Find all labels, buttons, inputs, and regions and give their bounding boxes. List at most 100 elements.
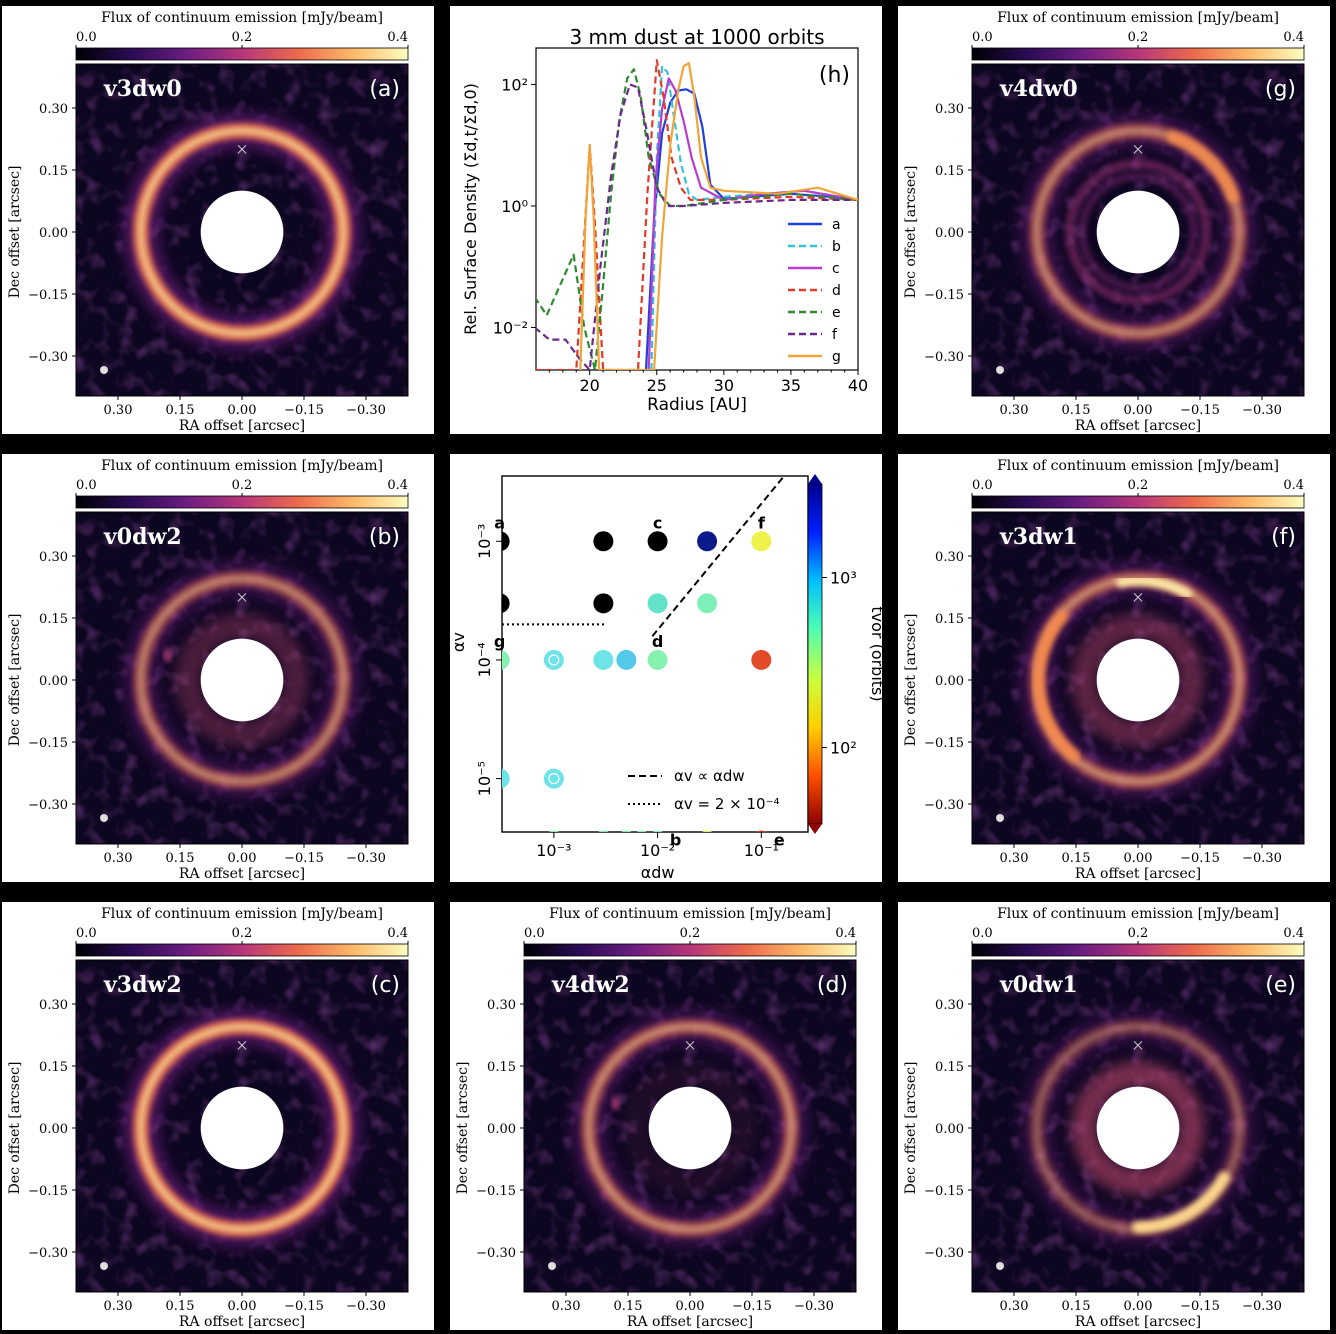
panel-tag: (h) bbox=[819, 63, 850, 88]
y-tick-label: 0.00 bbox=[39, 1122, 68, 1137]
x-axis-label: RA offset [arcsec] bbox=[179, 418, 305, 434]
central-mask bbox=[1096, 1086, 1180, 1170]
outer-ring-core bbox=[137, 575, 347, 785]
y-tick-label: 0.15 bbox=[935, 164, 964, 179]
planet-marker bbox=[237, 592, 247, 602]
y-tick-label: 10⁻³ bbox=[475, 524, 494, 559]
x-axis-label: RA offset [arcsec] bbox=[1075, 866, 1201, 882]
colorbar bbox=[971, 495, 1305, 509]
x-tick-label: −0.30 bbox=[1242, 851, 1282, 866]
beam-size bbox=[996, 814, 1004, 822]
colorbar-tick-label: 0.0 bbox=[76, 926, 97, 941]
data-point bbox=[751, 649, 772, 670]
point-label: g bbox=[494, 632, 505, 651]
inner-ring bbox=[1064, 158, 1212, 306]
y-axis-label: Dec offset [arcsec] bbox=[7, 166, 23, 299]
marker-layer bbox=[502, 476, 785, 832]
central-mask bbox=[200, 638, 284, 722]
x-tick-label: −0.15 bbox=[1180, 851, 1220, 866]
colorbar-title: Flux of continuum emission [mJy/beam] bbox=[101, 10, 383, 26]
y-tick-label: 10⁻⁴ bbox=[475, 642, 494, 677]
colorbar-tick-label: 10² bbox=[830, 739, 857, 758]
y-tick-label: 0.15 bbox=[487, 1060, 516, 1075]
emission-map bbox=[972, 960, 1304, 1292]
x-tick-label: −0.30 bbox=[346, 1299, 386, 1314]
planet-marker bbox=[1133, 144, 1143, 154]
central-mask bbox=[200, 190, 284, 274]
beam-size bbox=[100, 366, 108, 374]
colorbar-tick-label: 0.4 bbox=[835, 926, 856, 941]
vortex-arc bbox=[1115, 575, 1193, 600]
series-layer bbox=[536, 59, 858, 370]
colorbar-title: Flux of continuum emission [mJy/beam] bbox=[997, 906, 1279, 922]
legend-label-threshold: αv = 2 × 10⁻⁴ bbox=[674, 795, 780, 813]
data-point bbox=[697, 593, 718, 614]
colorbar bbox=[523, 943, 857, 957]
image-panel-a: Flux of continuum emission [mJy/beam] 0.0… bbox=[2, 6, 434, 434]
outer-ring-core bbox=[137, 127, 347, 337]
x-tick-label: −0.15 bbox=[1180, 403, 1220, 418]
outer-ring-core bbox=[137, 1023, 347, 1233]
beam-size bbox=[996, 366, 1004, 374]
legend-label-b: b bbox=[832, 239, 841, 255]
emission-map bbox=[76, 512, 408, 844]
point-label: c bbox=[653, 513, 662, 532]
colorbar-tick-label: 0.0 bbox=[972, 478, 993, 493]
inner-ring-2 bbox=[1078, 172, 1198, 292]
data-point bbox=[543, 768, 564, 789]
x-tick-label: 25 bbox=[647, 376, 667, 395]
beam-size bbox=[996, 1262, 1004, 1270]
data-point bbox=[751, 531, 772, 552]
colorbar-tick-label: 0.4 bbox=[387, 926, 408, 941]
data-point bbox=[647, 531, 668, 552]
y-tick-label: 0.15 bbox=[39, 164, 68, 179]
y-tick-label: −0.30 bbox=[28, 1246, 68, 1261]
x-tick-label: −0.15 bbox=[284, 403, 324, 418]
colorbar-tick-label: 0.2 bbox=[1128, 478, 1149, 493]
image-panel-b: Flux of continuum emission [mJy/beam] 0.0… bbox=[2, 454, 434, 882]
series-line-f bbox=[536, 83, 858, 370]
x-tick-label: 0.00 bbox=[1124, 403, 1153, 418]
y-tick-label: −0.30 bbox=[924, 798, 964, 813]
data-point bbox=[548, 830, 559, 832]
y-tick-label: 0.30 bbox=[39, 102, 68, 117]
x-tick-label: 35 bbox=[781, 376, 801, 395]
data-point bbox=[702, 830, 713, 832]
panel-tag: (b) bbox=[369, 525, 400, 550]
panel-tag: (d) bbox=[817, 973, 848, 998]
panel-tag: (c) bbox=[371, 973, 400, 998]
central-mask bbox=[1096, 190, 1180, 274]
point-label: b bbox=[670, 831, 681, 850]
x-tick-label: 10⁻² bbox=[640, 841, 675, 860]
x-tick-label: 30 bbox=[714, 376, 734, 395]
x-axis-label: RA offset [arcsec] bbox=[179, 1314, 305, 1330]
emission-map bbox=[76, 64, 408, 396]
y-tick-label: 0.00 bbox=[39, 674, 68, 689]
image-panel-g: Flux of continuum emission [mJy/beam] 0.0… bbox=[898, 6, 1330, 434]
emission-map bbox=[972, 512, 1304, 844]
colorbar-tick-label: 0.0 bbox=[76, 478, 97, 493]
colorbar-tick-label: 0.4 bbox=[1283, 926, 1304, 941]
x-tick-label: −0.30 bbox=[346, 851, 386, 866]
hot-spot bbox=[611, 1096, 620, 1111]
y-tick-label: 0.15 bbox=[39, 1060, 68, 1075]
colorbar-tick-label: 10³ bbox=[830, 569, 857, 588]
panel-h: 3 mm dust at 1000 orbits 20 25 30 35 40 10² 10⁰… bbox=[450, 6, 882, 434]
model-label: v3dw0 bbox=[103, 76, 182, 102]
legend-label-a: a bbox=[832, 217, 841, 233]
colorbar bbox=[971, 47, 1305, 61]
y-tick-label: −0.15 bbox=[476, 1184, 516, 1199]
central-mask bbox=[200, 1086, 284, 1170]
y-axis-label: Dec offset [arcsec] bbox=[455, 1062, 471, 1195]
data-point bbox=[756, 830, 767, 832]
legend-label-d: d bbox=[832, 283, 841, 299]
y-tick-label: −0.15 bbox=[28, 1184, 68, 1199]
hot-spot bbox=[163, 648, 172, 663]
legend-label-f: f bbox=[832, 327, 838, 343]
x-tick-label: 10⁻¹ bbox=[744, 841, 779, 860]
x-axis-label: RA offset [arcsec] bbox=[1075, 418, 1201, 434]
colorbar-title: Flux of continuum emission [mJy/beam] bbox=[997, 10, 1279, 26]
data-point bbox=[652, 830, 663, 832]
image-panel-e: Flux of continuum emission [mJy/beam] 0.0… bbox=[898, 902, 1330, 1330]
